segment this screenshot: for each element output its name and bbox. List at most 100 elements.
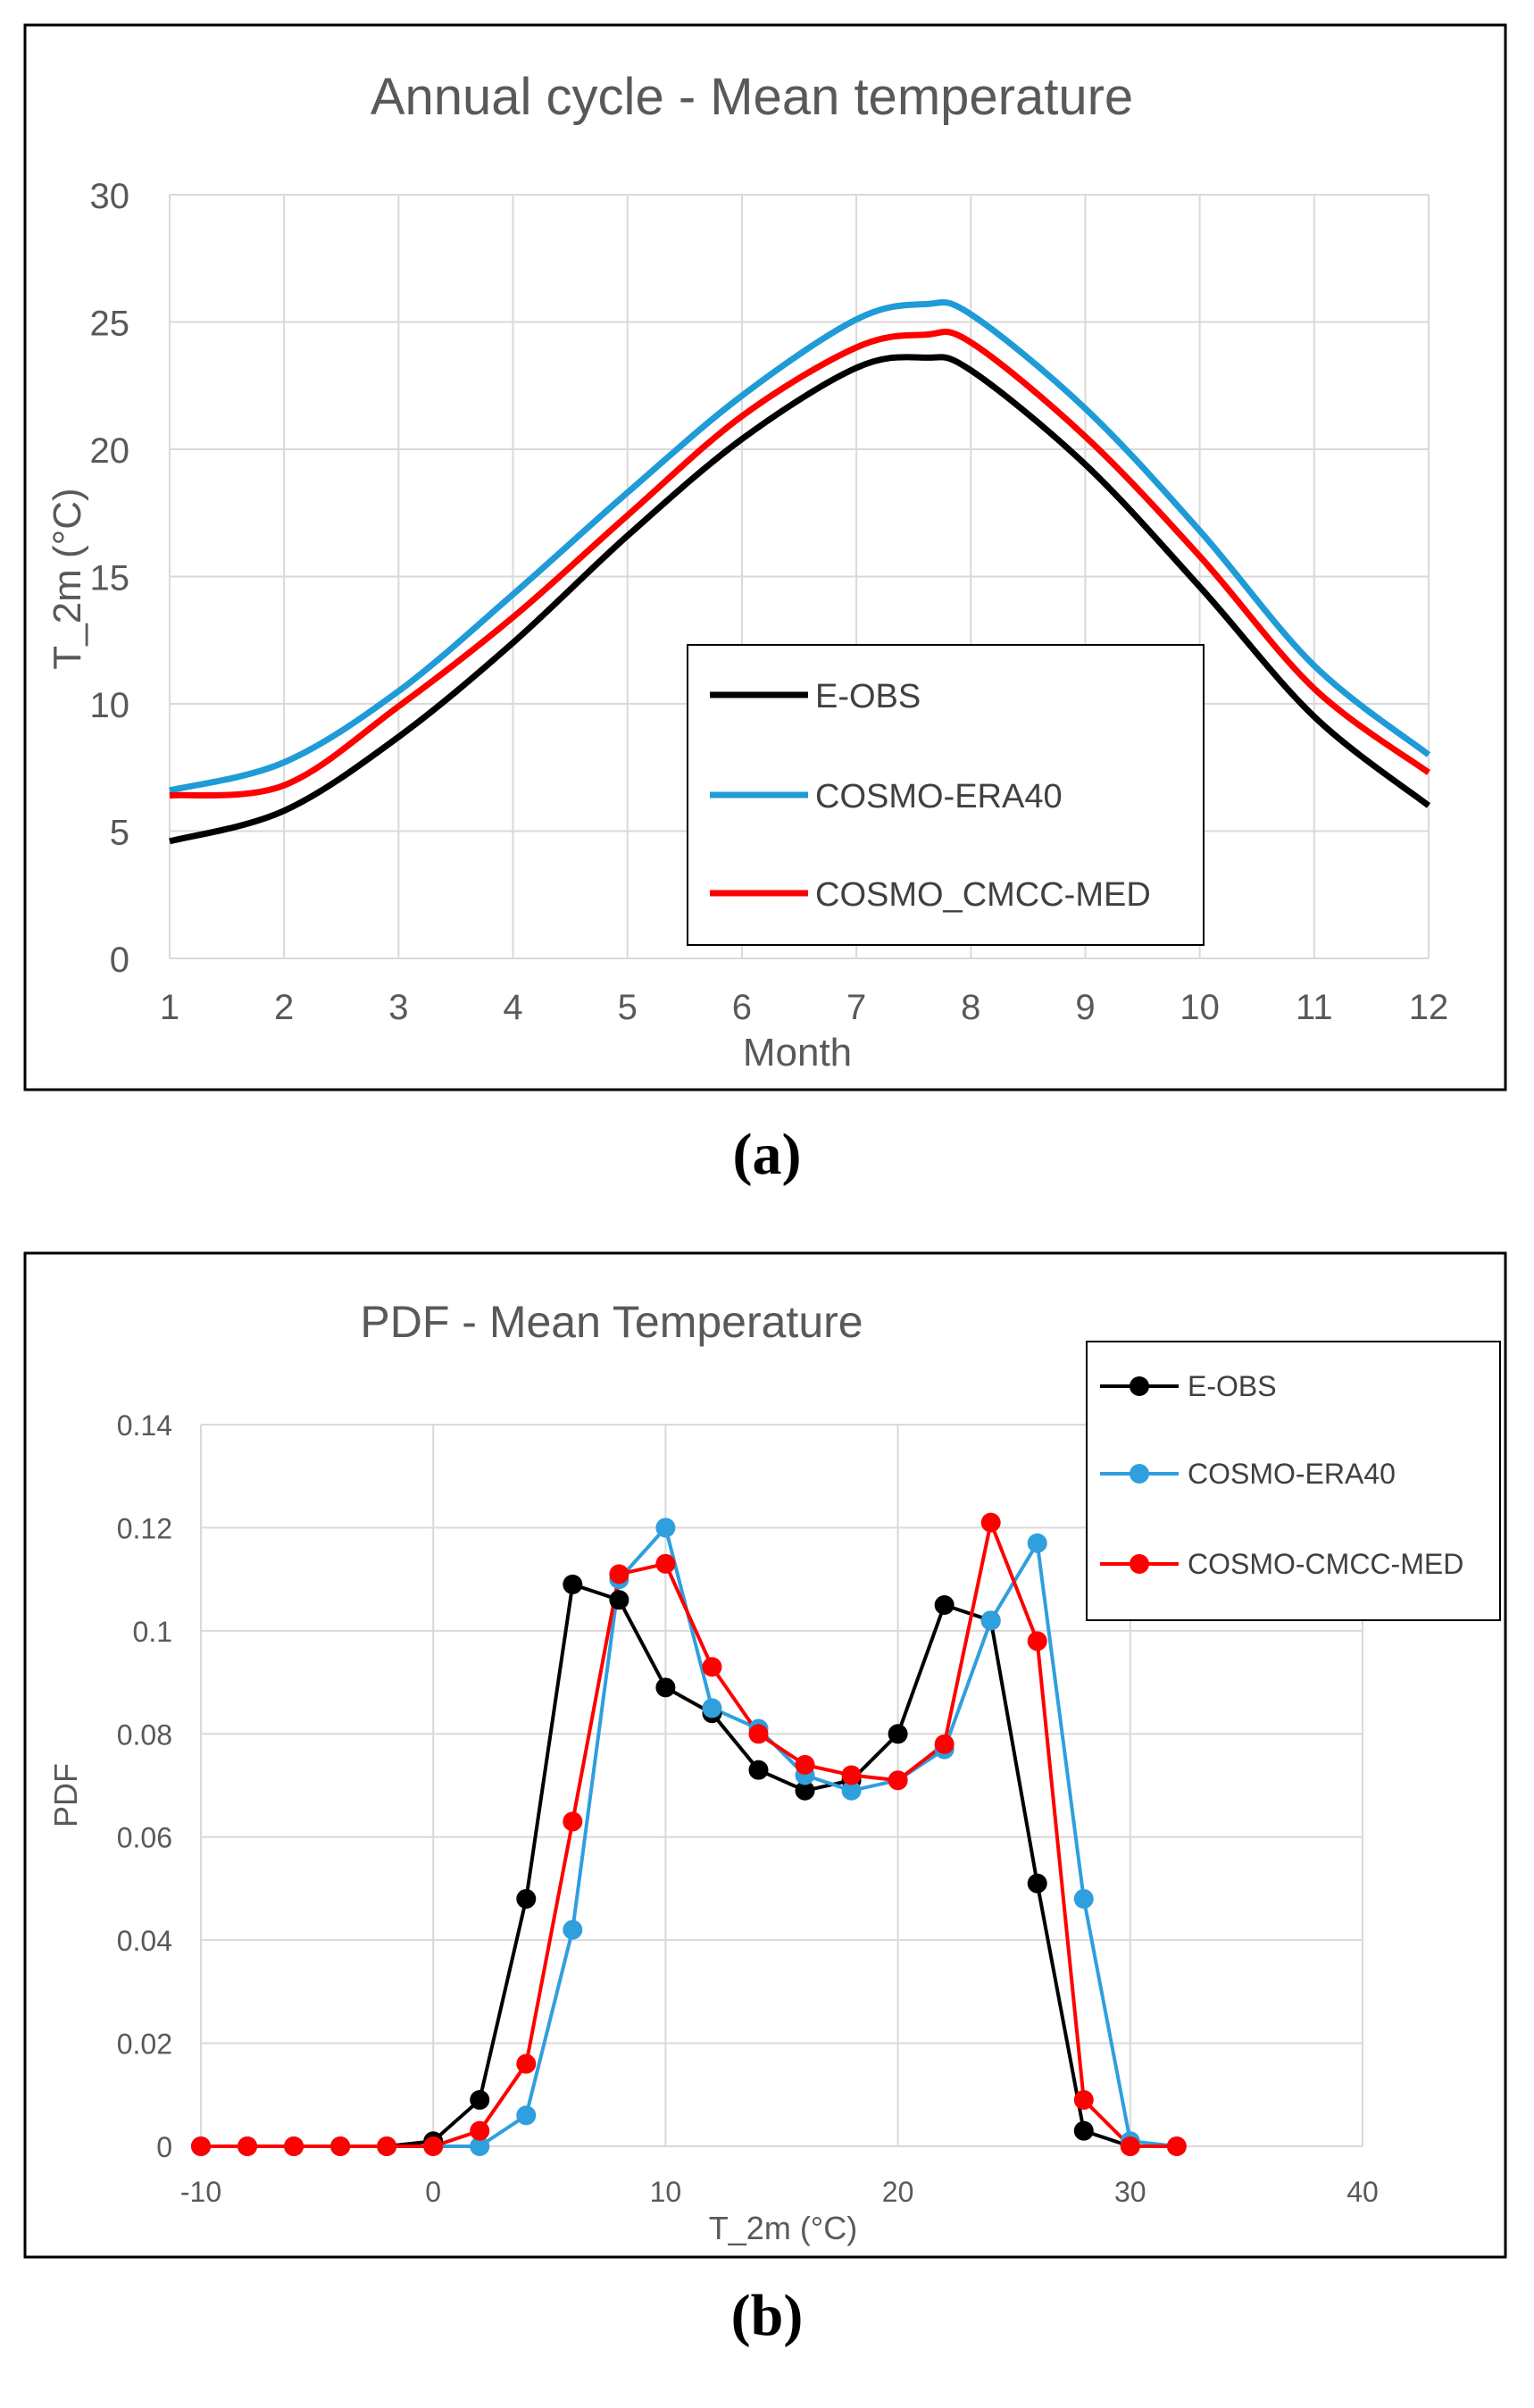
chart-a-ylabel: T_2m (°C): [46, 488, 89, 669]
chart-b-point-2: [330, 2136, 351, 2156]
chart-b-point-0: [516, 1888, 537, 1909]
chart-a-xtick-label: 1: [160, 988, 179, 1027]
chart-b-point-1: [702, 1698, 722, 1718]
chart-b-point-2: [609, 1564, 629, 1584]
chart-a: Annual cycle - Mean temperature 05101520…: [23, 23, 1507, 1091]
chart-a-xtick-label: 7: [846, 988, 866, 1027]
chart-b-legend-label-0: E-OBS: [1188, 1370, 1277, 1402]
chart-b-legend-label-1: COSMO-ERA40: [1188, 1458, 1396, 1490]
chart-b-ytick-label: 0: [156, 2131, 172, 2163]
chart-a-ytick-label: 25: [90, 305, 130, 344]
chart-b-ytick-label: 0.02: [117, 2028, 172, 2061]
chart-b-point-2: [1120, 2136, 1140, 2156]
chart-b-xtick-label: -10: [180, 2176, 221, 2208]
chart-b-xlabel: T_2m (°C): [709, 2210, 857, 2246]
chart-b-legend: E-OBS COSMO-ERA40 COSMO-CMCC-MED: [1086, 1341, 1501, 1621]
chart-a-xtick-label: 9: [1075, 988, 1095, 1027]
chart-a-ytick-label: 20: [90, 431, 130, 471]
chart-b-legend-swatch-marker-2: [1130, 1554, 1149, 1574]
chart-b-point-2: [238, 2136, 258, 2156]
chart-b-point-2: [795, 1754, 815, 1775]
chart-a-ytick-label: 30: [90, 177, 130, 216]
chart-b-ytick-label: 0.06: [117, 1822, 172, 1854]
chart-b-point-1: [1073, 1888, 1094, 1909]
chart-a-xtick-label: 8: [961, 988, 980, 1027]
chart-b-xtick-label: 0: [425, 2176, 441, 2208]
chart-b-point-0: [795, 1780, 815, 1801]
chart-b-xtick-label: 30: [1114, 2176, 1146, 2208]
chart-b-legend-label-2: COSMO-CMCC-MED: [1188, 1548, 1463, 1580]
chart-b-ytick-label: 0.08: [117, 1718, 172, 1751]
chart-b-legend-swatch-marker-0: [1130, 1376, 1149, 1396]
chart-b-point-0: [748, 1760, 769, 1780]
chart-b-series-line-2: [201, 1520, 1177, 2148]
chart-b-ytick-label: 0.1: [133, 1616, 172, 1648]
chart-b-point-0: [1027, 1873, 1047, 1894]
chart-b-ylabel: PDF: [47, 1763, 84, 1827]
chart-b-ytick-label: 0.04: [117, 1925, 172, 1957]
chart-b-point-2: [980, 1512, 1001, 1533]
chart-b: PDF - Mean Temperature 0 0.02 0.04 0.06 0.08…: [23, 1251, 1507, 2259]
chart-b-point-1: [655, 1518, 676, 1538]
chart-a-series-line-1: [169, 299, 1431, 794]
chart-b-point-0: [609, 1590, 629, 1610]
chart-a-xtick-label: 3: [388, 988, 408, 1027]
chart-a-xtick-label: 12: [1409, 988, 1449, 1027]
chart-b-point-2: [284, 2136, 304, 2156]
chart-a-xtick-label: 11: [1296, 988, 1333, 1027]
chart-b-point-1: [1027, 1533, 1047, 1553]
chart-b-point-0: [888, 1724, 908, 1744]
chart-b-point-2: [516, 2053, 537, 2074]
chart-b-point-0: [655, 1677, 676, 1698]
chart-b-point-2: [841, 1765, 862, 1785]
chart-a-series-line-2: [169, 329, 1431, 799]
chart-b-xtick-label: 40: [1346, 2176, 1379, 2208]
chart-b-point-2: [1027, 1631, 1047, 1651]
chart-b-xtick-label: 20: [882, 2176, 914, 2208]
chart-b-point-1: [841, 1780, 862, 1801]
chart-b-xtick-label: 10: [650, 2176, 682, 2208]
chart-a-ytick-label: 10: [90, 686, 130, 725]
chart-b-point-2: [702, 1657, 722, 1677]
chart-a-xtick-label: 2: [274, 988, 294, 1027]
chart-a-legend-label-2: COSMO_CMCC-MED: [815, 876, 1151, 914]
chart-a-series-line-0: [169, 354, 1431, 845]
chart-a-legend-label-1: COSMO-ERA40: [815, 778, 1063, 815]
chart-b-ytick-label: 0.12: [117, 1512, 172, 1544]
chart-a-legend-label-0: E-OBS: [815, 678, 921, 715]
chart-b-point-1: [563, 1919, 583, 1940]
chart-a-title: Annual cycle - Mean temperature: [371, 68, 1133, 126]
chart-a-xlabel: Month: [743, 1031, 852, 1074]
figure-label-b: (b): [730, 2283, 804, 2348]
chart-b-point-2: [563, 1811, 583, 1832]
chart-a-ytick-label: 0: [110, 941, 129, 980]
chart-b-point-2: [888, 1770, 908, 1791]
chart-b-point-2: [470, 2120, 490, 2141]
chart-b-ytick-label: 0.14: [117, 1409, 172, 1442]
chart-b-point-2: [655, 1553, 676, 1574]
chart-b-point-2: [191, 2136, 211, 2156]
chart-a-xtick-label: 6: [732, 988, 752, 1027]
chart-b-point-0: [934, 1595, 955, 1615]
chart-b-point-0: [470, 2090, 490, 2111]
chart-a-ytick-label: 15: [90, 559, 130, 598]
chart-b-point-1: [516, 2105, 537, 2126]
figure-label-a: (a): [732, 1122, 802, 1187]
chart-b-point-2: [748, 1724, 769, 1744]
chart-a-ytick-label: 5: [110, 814, 129, 853]
chart-b-point-2: [1166, 2136, 1187, 2156]
chart-b-point-2: [423, 2136, 444, 2156]
chart-b-point-2: [1073, 2090, 1094, 2111]
chart-a-xtick-label: 5: [618, 988, 638, 1027]
chart-b-point-0: [563, 1574, 583, 1594]
chart-b-title: PDF - Mean Temperature: [360, 1297, 863, 1347]
chart-a-legend: E-OBS COSMO-ERA40 COSMO_CMCC-MED: [687, 644, 1205, 946]
chart-b-legend-swatch-marker-1: [1130, 1464, 1149, 1484]
chart-b-point-0: [1073, 2120, 1094, 2141]
chart-b-point-1: [980, 1610, 1001, 1631]
chart-b-point-1: [470, 2136, 490, 2156]
chart-a-xtick-label: 4: [503, 988, 522, 1027]
chart-b-point-2: [377, 2136, 397, 2156]
chart-b-point-2: [934, 1734, 955, 1754]
chart-a-xtick-label: 10: [1180, 988, 1220, 1027]
